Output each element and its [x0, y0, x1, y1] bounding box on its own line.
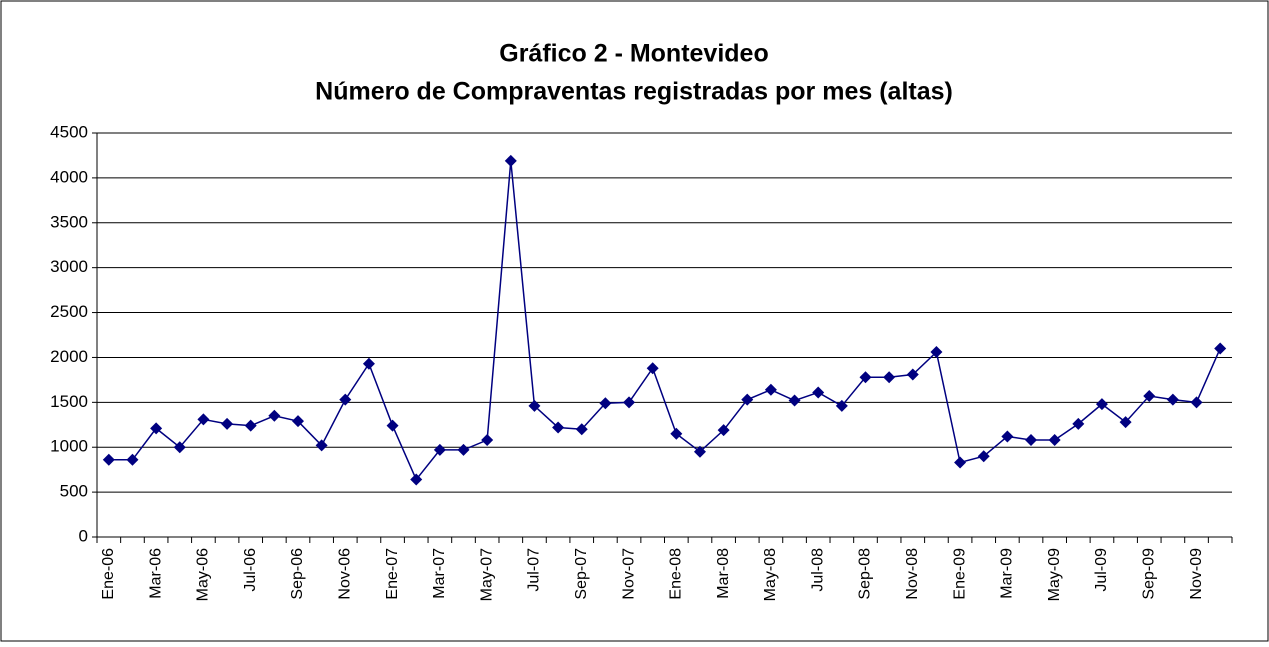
marker — [788, 394, 801, 407]
y-tick-label: 2000 — [50, 347, 88, 366]
marker — [173, 441, 186, 454]
marker — [1214, 342, 1227, 355]
y-tick-label: 4000 — [50, 167, 88, 186]
x-tick-label: Nov-08 — [904, 548, 921, 600]
marker — [954, 456, 967, 469]
marker — [504, 154, 517, 167]
x-tick-label: Ene-09 — [951, 548, 968, 600]
marker — [1001, 430, 1014, 443]
marker — [291, 415, 304, 428]
x-tick-label: Ene-06 — [100, 548, 117, 600]
x-tick-label: Jul-06 — [242, 548, 259, 592]
y-tick-label: 1500 — [50, 392, 88, 411]
x-tick-label: May-08 — [762, 548, 779, 601]
marker — [764, 383, 777, 396]
marker — [1025, 434, 1038, 447]
marker — [835, 399, 848, 412]
marker — [221, 417, 234, 430]
marker — [906, 368, 919, 381]
marker — [1072, 417, 1085, 430]
marker — [102, 453, 115, 466]
x-tick-label: Jul-07 — [526, 548, 543, 592]
x-tick-label: Ene-07 — [384, 548, 401, 600]
marker — [717, 424, 730, 437]
marker — [859, 371, 872, 384]
x-tick-label: Mar-06 — [147, 548, 164, 599]
marker — [1095, 398, 1108, 411]
marker — [197, 413, 210, 426]
marker — [315, 439, 328, 452]
y-tick-label: 3500 — [50, 212, 88, 231]
marker — [1143, 390, 1156, 403]
marker — [646, 362, 659, 375]
marker — [1166, 393, 1179, 406]
x-tick-label: Nov-09 — [1188, 548, 1205, 600]
x-tick-label: Sep-06 — [289, 548, 306, 600]
marker — [977, 450, 990, 463]
y-tick-label: 4500 — [50, 122, 88, 141]
marker — [623, 396, 636, 409]
marker — [741, 393, 754, 406]
marker — [1190, 396, 1203, 409]
x-tick-label: Nov-07 — [620, 548, 637, 600]
x-tick-label: Sep-08 — [857, 548, 874, 600]
marker — [599, 397, 612, 410]
marker — [457, 443, 470, 456]
marker — [386, 419, 399, 432]
y-tick-label: 500 — [60, 482, 88, 501]
x-tick-label: May-09 — [1046, 548, 1063, 601]
x-tick-label: Ene-08 — [668, 548, 685, 600]
marker — [126, 453, 139, 466]
x-tick-label: Mar-08 — [715, 548, 732, 599]
marker — [575, 423, 588, 436]
x-tick-label: Sep-09 — [1140, 548, 1157, 600]
marker — [670, 427, 683, 440]
x-tick-label: May-06 — [195, 548, 212, 601]
x-tick-label: Mar-07 — [431, 548, 448, 599]
marker — [268, 409, 281, 422]
chart-title: Gráfico 2 - Montevideo — [499, 40, 768, 68]
x-tick-label: Mar-09 — [999, 548, 1016, 599]
x-tick-label: Nov-06 — [337, 548, 354, 600]
y-tick-label: 1000 — [50, 437, 88, 456]
marker — [362, 357, 375, 370]
marker — [930, 346, 943, 359]
x-tick-label: Sep-07 — [573, 548, 590, 600]
chart-title: Número de Compraventas registradas por m… — [315, 78, 953, 106]
marker — [339, 393, 352, 406]
marker — [410, 473, 423, 486]
y-tick-label: 2500 — [50, 302, 88, 321]
y-tick-label: 0 — [79, 526, 88, 545]
marker — [812, 386, 825, 399]
marker — [693, 445, 706, 458]
marker — [552, 421, 565, 434]
marker — [528, 399, 541, 412]
x-tick-label: Jul-09 — [1093, 548, 1110, 592]
marker — [1119, 416, 1132, 429]
x-tick-label: May-07 — [478, 548, 495, 601]
marker — [433, 443, 446, 456]
marker — [883, 371, 896, 384]
x-tick-label: Jul-08 — [809, 548, 826, 592]
marker — [1048, 434, 1061, 447]
marker — [244, 419, 257, 432]
marker — [481, 434, 494, 447]
marker — [150, 422, 163, 435]
y-tick-label: 3000 — [50, 257, 88, 276]
